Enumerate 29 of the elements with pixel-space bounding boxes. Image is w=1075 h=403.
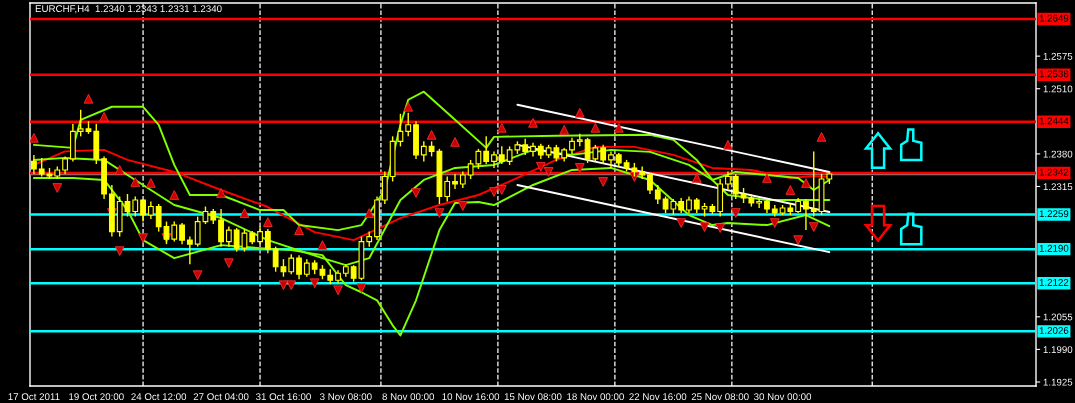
- y-tick-label: 1.1925: [1043, 378, 1073, 386]
- x-tick-label: 31 Oct 16:00: [255, 393, 311, 401]
- ref-line-label: 1.2649: [1039, 14, 1069, 22]
- chart-title: EURCHF,H4 1.2340 1.2343 1.2331 1.2340: [35, 5, 222, 14]
- x-tick-label: 10 Nov 16:00: [442, 393, 500, 401]
- y-tick-label: 1.2055: [1043, 313, 1073, 321]
- ref-line-label: 1.2122: [1039, 278, 1069, 286]
- ref-line-label: 1.2342: [1039, 168, 1069, 176]
- x-tick-label: 25 Nov 08:00: [691, 393, 749, 401]
- x-tick-label: 24 Oct 12:00: [131, 393, 187, 401]
- x-tick-label: 30 Nov 00:00: [754, 393, 812, 401]
- y-tick-label: 1.2315: [1043, 183, 1073, 191]
- x-tick-label: 19 Oct 20:00: [69, 393, 124, 401]
- x-tick-label: 15 Nov 08:00: [504, 393, 562, 401]
- x-tick-label: 18 Nov 00:00: [567, 393, 624, 401]
- y-tick-label: 1.2380: [1043, 150, 1073, 158]
- ref-line-label: 1.2538: [1039, 70, 1069, 78]
- y-tick-label: 1.2575: [1043, 52, 1073, 60]
- ref-line-label: 1.2259: [1039, 210, 1069, 218]
- x-tick-label: 17 Oct 2011: [8, 393, 60, 401]
- y-tick-label: 1.2510: [1043, 85, 1073, 93]
- x-tick-label: 22 Nov 16:00: [629, 393, 687, 401]
- ref-line-label: 1.2026: [1039, 327, 1069, 334]
- ref-line-label: 1.2190: [1039, 244, 1069, 252]
- x-tick-label: 3 Nov 08:00: [320, 393, 372, 401]
- y-tick-label: 1.1990: [1043, 346, 1073, 354]
- ref-line-label: 1.2444: [1039, 117, 1069, 125]
- x-tick-label: 8 Nov 00:00: [382, 393, 435, 401]
- x-tick-label: 27 Oct 04:00: [193, 393, 249, 401]
